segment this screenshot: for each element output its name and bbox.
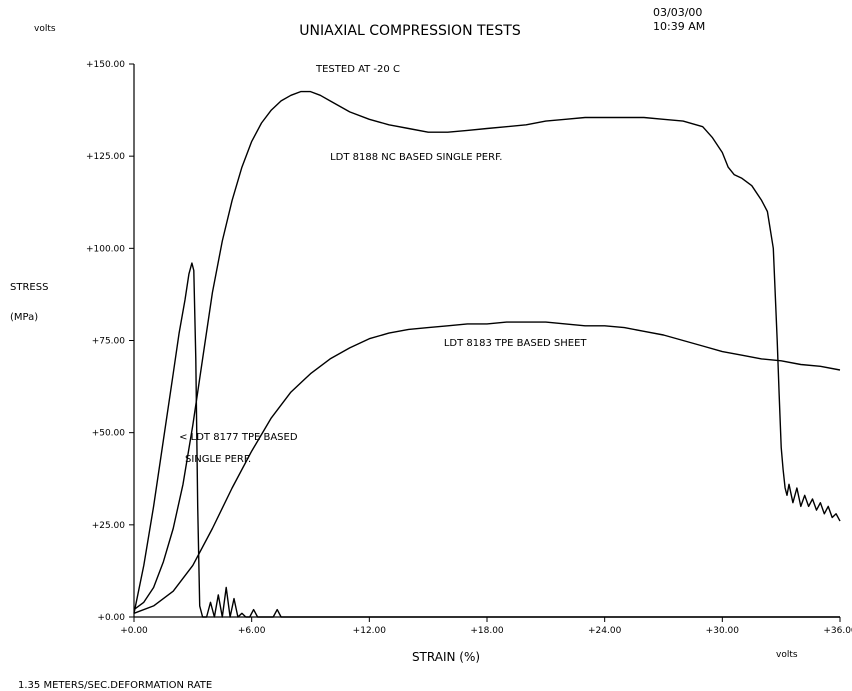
- series-annotation-1: LDT 8188 NC BASED SINGLE PERF.: [330, 152, 502, 163]
- y-axis-ticks: +0.00 +25.00 +50.00 +75.00 +100.00 +125.00 +15…: [86, 60, 134, 623]
- volts-label-bottom: volts: [776, 650, 798, 660]
- y-tick-label: +150.00: [86, 60, 125, 70]
- y-axis-label-stress: STRESS: [10, 282, 48, 293]
- x-tick-label: +30.00: [706, 626, 740, 636]
- deformation-rate-note: 1.35 METERS/SEC.DEFORMATION RATE: [18, 680, 212, 691]
- y-tick-label: +0.00: [97, 613, 125, 623]
- x-tick-label: +24.00: [588, 626, 622, 636]
- x-tick-label: +0.00: [120, 626, 148, 636]
- x-tick-label: +12.00: [353, 626, 387, 636]
- y-tick-label: +25.00: [92, 521, 126, 531]
- chart-date: 03/03/00: [653, 6, 702, 19]
- volts-label-top: volts: [34, 24, 56, 34]
- chart-title: UNIAXIAL COMPRESSION TESTS: [299, 23, 521, 39]
- y-tick-label: +125.00: [86, 152, 125, 162]
- chart-subtitle: TESTED AT -20 C: [315, 64, 400, 75]
- series-annotation-3: < LDT 8177 TPE BASED: [179, 432, 298, 443]
- series-annotation-4: SINGLE PERF.: [185, 454, 251, 465]
- y-tick-label: +50.00: [92, 429, 126, 439]
- x-tick-label: +18.00: [470, 626, 504, 636]
- y-axis-label-unit: (MPa): [10, 312, 38, 323]
- series-line-ldt-8188: [133, 90, 841, 611]
- x-tick-label: +6.00: [238, 626, 266, 636]
- y-tick-label: +100.00: [86, 244, 125, 254]
- x-axis-label: STRAIN (%): [412, 650, 480, 664]
- y-tick-label: +75.00: [92, 337, 126, 347]
- chart-time: 10:39 AM: [653, 20, 705, 33]
- chart-annotations: LDT 8188 NC BASED SINGLE PERF. LDT 8183 T…: [179, 152, 587, 465]
- x-tick-label: +36.00: [823, 626, 852, 636]
- series-line-ldt-8183: [133, 321, 841, 614]
- series-line-ldt-8177: [133, 262, 840, 618]
- x-axis-ticks: +0.00 +6.00 +12.00 +18.00 +24.00 +30.00 +36.00: [120, 617, 852, 636]
- series-annotation-2: LDT 8183 TPE BASED SHEET: [444, 338, 588, 349]
- chart-lines: [133, 90, 841, 618]
